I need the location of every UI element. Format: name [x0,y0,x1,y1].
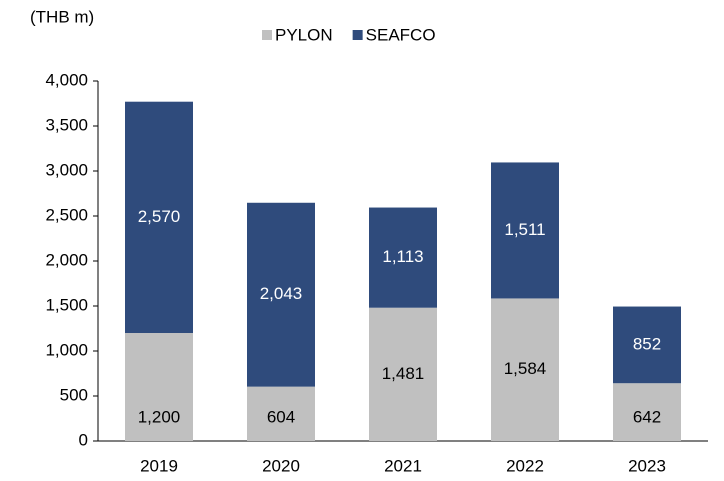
data-label: 2,570 [138,207,181,226]
legend-swatch [262,30,272,40]
data-label: 2,043 [260,284,303,303]
y-tick-label: 0 [79,430,88,449]
y-tick-label: 1,500 [45,295,88,314]
unit-label: (THB m) [30,7,94,26]
bar-segment [247,386,315,441]
y-tick-label: 2,000 [45,250,88,269]
x-tick-label: 2019 [140,456,178,475]
data-label: 1,200 [138,407,181,426]
legend-swatch [352,30,363,40]
legend-label: PYLON [275,25,333,44]
x-tick-label: 2020 [262,456,300,475]
data-label: 1,481 [382,364,425,383]
data-label: 1,113 [382,247,423,266]
bar-segment [491,162,559,299]
y-tick-label: 3,500 [45,115,88,134]
bar-segment [613,306,681,384]
data-label: 852 [633,334,661,353]
bar-segment [125,333,193,441]
bar-segment [125,101,193,333]
y-tick-label: 4,000 [45,70,88,89]
bar-segment [369,307,437,441]
bar-segment [491,298,559,441]
y-tick-label: 500 [60,385,88,404]
legend-label: SEAFCO [366,25,436,44]
data-label: 1,584 [504,359,547,378]
bar-segment [613,383,681,441]
y-tick-label: 3,000 [45,160,88,179]
x-tick-label: 2021 [384,456,422,475]
x-tick-label: 2023 [628,456,666,475]
bar-segment [369,207,437,308]
data-label: 604 [267,407,295,426]
x-tick-label: 2022 [506,456,544,475]
bar-segment [247,202,315,387]
y-tick-label: 1,000 [45,340,88,359]
y-tick-label: 2,500 [45,205,88,224]
data-label: 1,511 [504,220,545,239]
data-label: 642 [633,407,661,426]
